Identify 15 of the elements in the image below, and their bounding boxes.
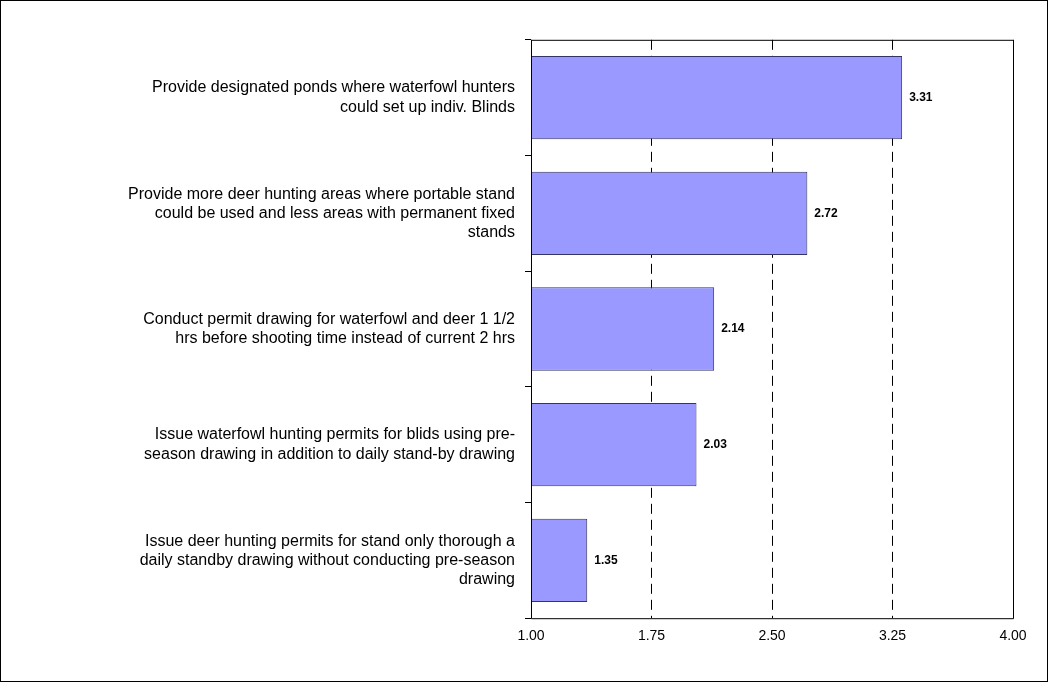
x-tick-label: 4.00 bbox=[999, 627, 1027, 644]
y-tick-label: Issue deer hunting permits for stand only thorough a daily standby drawing without conducting pre-season drawing bbox=[139, 531, 516, 587]
x-tick-label: 2.50 bbox=[758, 627, 786, 644]
data-label: 2.03 bbox=[703, 436, 728, 451]
x-tick-label: 1.75 bbox=[637, 627, 666, 644]
y-tick-label: Provide designated ponds where waterfowl hunters could set up indiv. Blinds bbox=[152, 78, 515, 115]
data-label: 1.35 bbox=[594, 552, 618, 567]
y-tick-label: Conduct permit drawing for waterfowl and deer 1 1/2 hrs before shooting time instead of current 2 hrs bbox=[143, 309, 516, 347]
data-label: 2.72 bbox=[814, 205, 839, 220]
data-label: 2.14 bbox=[721, 321, 745, 336]
data-label: 3.31 bbox=[909, 89, 933, 104]
x-tick-label: 1.00 bbox=[517, 627, 545, 644]
y-tick-label: Provide more deer hunting areas where portable stand could be used and less areas with permanent fixed stands bbox=[128, 184, 515, 240]
x-tick-label: 3.25 bbox=[878, 627, 907, 644]
y-tick-label: Issue waterfowl hunting permits for blids using pre-season drawing in addition to daily stand-by drawing bbox=[144, 425, 515, 462]
